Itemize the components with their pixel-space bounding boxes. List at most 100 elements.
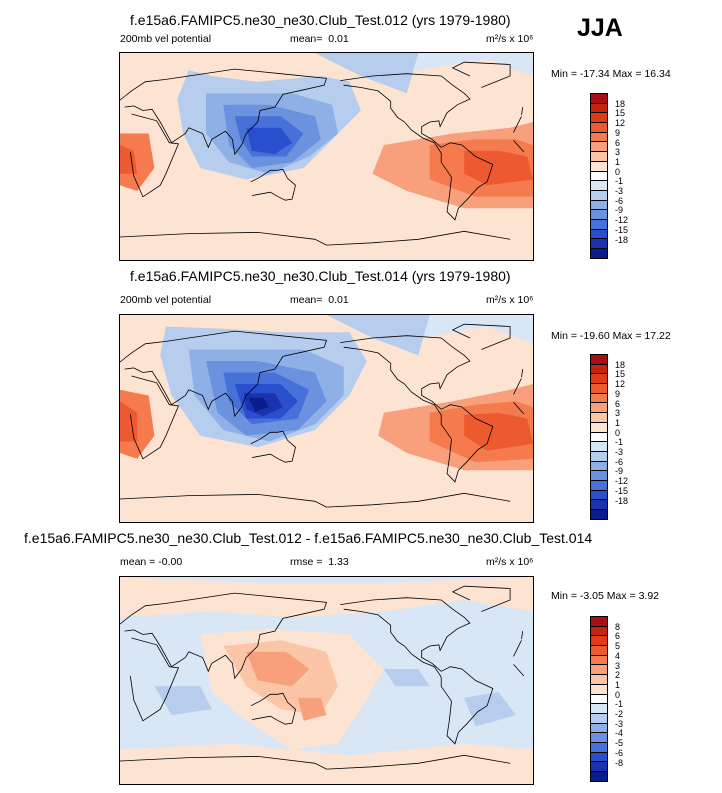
coastline <box>451 61 511 88</box>
units-label: m²/s x 10⁶ <box>486 556 534 568</box>
map-panel-3 <box>119 576 534 785</box>
colorbar-panel-1: 18 15 12 9 6 3 1 0 -1 -3 -6 -9 -12 -15 -18 <box>590 93 628 259</box>
coastline <box>340 597 494 745</box>
map-panel-1 <box>119 52 534 261</box>
coastline <box>513 116 522 133</box>
rmse-label: rmse = 1.33 <box>290 556 349 568</box>
coastline <box>513 640 522 657</box>
coastline <box>120 592 328 680</box>
coastline <box>340 335 494 483</box>
colorbar-tick-label: -15 <box>615 485 629 496</box>
mean-value: 0.01 <box>328 294 349 306</box>
colorbar-tick-label: 3 <box>615 660 621 671</box>
mean-value: -0.00 <box>158 556 183 568</box>
coastline <box>513 402 525 415</box>
colorbar-panel-2: 18 15 12 9 6 3 1 0 -1 -3 -6 -9 -12 -15 -18 <box>590 354 628 520</box>
colorbar-tick-label: -12 <box>615 476 629 487</box>
colorbar-tick-label: 8 <box>615 621 621 632</box>
map-panel-2-svg <box>120 315 533 522</box>
colorbar-tick-label: 3 <box>615 408 621 419</box>
mean-value: 0.01 <box>328 33 349 45</box>
contour-region <box>297 697 327 721</box>
coastline <box>521 631 524 640</box>
colorbar-tick-label: 12 <box>615 118 626 129</box>
coastline <box>451 323 511 350</box>
min-max-label: Min = -3.05 Max = 3.92 <box>551 590 659 602</box>
contour-region <box>120 145 138 174</box>
coastline <box>250 692 296 725</box>
mean-label: mean= 0.01 <box>290 294 349 306</box>
coastline <box>120 755 327 770</box>
coastline <box>120 68 328 156</box>
colorbar-tick-label: -1 <box>615 437 624 448</box>
colorbar-tick-label: 2 <box>615 670 621 681</box>
colorbar-tick-label: 5 <box>615 641 621 652</box>
colorbar-tick-label: -8 <box>615 757 624 768</box>
coastline <box>129 375 180 460</box>
contour-region <box>464 692 516 727</box>
colorbar-tick-label: 9 <box>615 127 621 138</box>
colorbar-tick-label: 0 <box>615 427 621 438</box>
coastline <box>120 493 327 508</box>
colorbar-tick-label: 6 <box>615 631 621 642</box>
contour-region <box>383 669 430 687</box>
units-label: m²/s x 10⁶ <box>486 294 534 306</box>
colorbar-tick-label: -2 <box>615 709 624 719</box>
coastline <box>250 168 296 201</box>
coastline <box>120 231 327 246</box>
coastline <box>120 330 328 418</box>
mean-label: mean = -0.00 <box>120 556 183 568</box>
coastline <box>340 73 494 221</box>
min-max-label: Min = -17.34 Max = 16.34 <box>551 68 671 80</box>
variable-label: 200mb vel potential <box>120 294 212 306</box>
colorbar-tick-label: 1 <box>615 156 621 167</box>
colorbar-tick-label: -6 <box>615 195 624 206</box>
colorbar-tick-label: 15 <box>615 369 626 380</box>
colorbar-tick-label: -6 <box>615 456 624 467</box>
contour-region <box>120 577 533 618</box>
colorbar-tick-label: -3 <box>615 186 624 196</box>
colorbar-swatch <box>590 509 608 520</box>
colorbar-tick-label: 15 <box>615 108 626 119</box>
colorbar-swatch <box>590 248 608 259</box>
contour-region <box>248 397 270 412</box>
coastline <box>451 585 511 612</box>
colorbar-tick-label: 0 <box>615 166 621 177</box>
colorbar-tick-label: 6 <box>615 398 621 409</box>
contour-region <box>120 133 155 191</box>
contour-region <box>315 53 419 94</box>
map-panel-3-svg <box>120 577 533 784</box>
contour-region <box>246 651 310 687</box>
colorbar-tick-label: 4 <box>615 650 621 661</box>
contour-region <box>464 412 533 451</box>
contour-region <box>154 686 212 715</box>
colorbar-panel-3: 8 6 5 4 3 2 1 0 -1 -2 -3 -4 -5 -6 -8 <box>590 616 623 782</box>
colorbar-tick-label: -15 <box>615 224 629 235</box>
colorbar-tick-label: 1 <box>615 417 621 428</box>
colorbar-swatch <box>590 771 608 782</box>
units-label: m²/s x 10⁶ <box>486 33 534 45</box>
colorbar-tick-label: -4 <box>615 728 624 739</box>
panel-title: f.e15a6.FAMIPC5.ne30_ne30.Club_Test.012 … <box>24 530 593 546</box>
colorbar-tick-label: -6 <box>615 747 624 758</box>
panel-title: f.e15a6.FAMIPC5.ne30_ne30.Club_Test.012 … <box>130 12 511 28</box>
colorbar-tick-label: -3 <box>615 447 624 457</box>
coastline <box>521 369 524 378</box>
mean-label: mean= 0.01 <box>290 33 349 45</box>
colorbar-tick-label: -9 <box>615 466 624 477</box>
rmse-value: 1.33 <box>328 556 349 568</box>
colorbar-tick-label: -18 <box>615 234 629 245</box>
coastline <box>513 378 522 395</box>
colorbar-tick-label: 3 <box>615 147 621 158</box>
season-label: JJA <box>577 14 623 42</box>
coastline <box>513 140 525 153</box>
min-max-label: Min = -19.60 Max = 17.22 <box>551 330 671 342</box>
colorbar-tick-label: 1 <box>615 679 621 690</box>
colorbar-tick-label: -9 <box>615 205 624 216</box>
colorbar-tick-label: 12 <box>615 379 626 390</box>
colorbar-tick-label: -5 <box>615 738 624 749</box>
variable-label: 200mb vel potential <box>120 33 212 45</box>
contour-region <box>326 315 430 356</box>
colorbar-tick-label: 9 <box>615 388 621 399</box>
coastline <box>129 637 180 722</box>
